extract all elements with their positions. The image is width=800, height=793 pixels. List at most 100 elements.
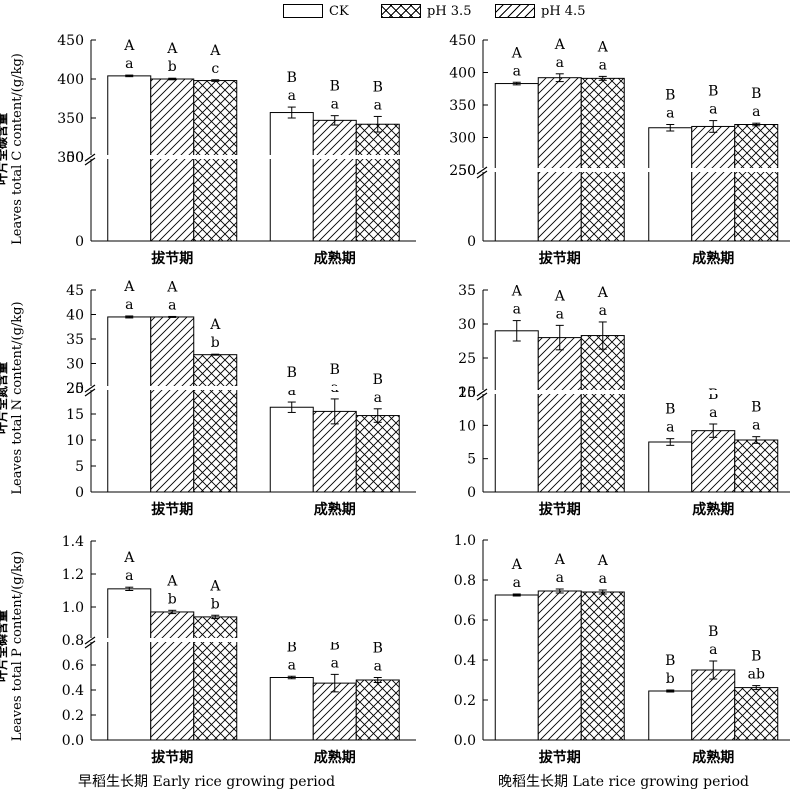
axis-break-mark — [84, 384, 96, 393]
y-tick-label: 35 — [458, 283, 476, 299]
uppercase-letter-label: A — [554, 37, 566, 53]
lowercase-letter-label: a — [331, 97, 339, 113]
uppercase-letter-label: B — [373, 79, 383, 95]
uppercase-letter-label: A — [597, 553, 609, 569]
lowercase-letter-label: a — [556, 306, 564, 322]
uppercase-letter-label: B — [708, 624, 718, 640]
y-tick-label: 15 — [458, 385, 476, 401]
lowercase-letter-label: a — [513, 302, 521, 318]
bar — [107, 588, 152, 741]
lowercase-letter-label: a — [513, 575, 521, 591]
y-axis-label-n: 叶片全氮含量 Leaves total N content/(g/kg) — [0, 283, 30, 513]
uppercase-letter-label: A — [511, 284, 523, 300]
y-axis-label-zh: 叶片全碳含量 — [0, 113, 9, 186]
bar — [269, 677, 314, 741]
y-tick-label: 35 — [66, 332, 84, 348]
x-category-label: 拔节期 — [539, 250, 581, 267]
uppercase-letter-label: B — [330, 362, 340, 378]
uppercase-letter-label: A — [166, 573, 178, 589]
axis-break-mark — [476, 392, 488, 401]
y-axis-label-en: Leaves total N content/(g/kg) — [10, 301, 25, 495]
y-tick-label: 20 — [458, 385, 476, 401]
uppercase-letter-label: B — [708, 387, 718, 403]
y-axis-label-p: 叶片全磷含量 Leaves total P content/(g/kg) — [0, 531, 30, 761]
uppercase-letter-label: A — [209, 578, 221, 594]
bar — [355, 415, 400, 493]
bar — [648, 127, 693, 242]
y-tick-label: 10 — [66, 433, 84, 449]
y-axis-label-zh: 叶片全氮含量 — [0, 362, 9, 435]
lowercase-letter-label: a — [374, 97, 382, 113]
bar — [691, 669, 736, 741]
lowercase-letter-label: a — [288, 88, 296, 104]
x-category-label: 成熟期 — [314, 501, 356, 518]
uppercase-letter-label: A — [209, 43, 221, 59]
uppercase-letter-label: A — [123, 279, 135, 295]
bar — [150, 611, 195, 741]
bar — [107, 316, 152, 493]
axis-break-gap — [477, 168, 790, 172]
bar — [269, 406, 314, 493]
bar — [193, 80, 238, 242]
uppercase-letter-label: A — [597, 39, 609, 55]
bar — [537, 590, 582, 741]
lowercase-letter-label: a — [513, 63, 521, 79]
lowercase-letter-label: a — [666, 106, 674, 122]
y-tick-label: 45 — [66, 283, 84, 299]
lowercase-letter-label: a — [666, 420, 674, 436]
axis-break-mark — [84, 153, 96, 162]
x-category-label: 成熟期 — [314, 250, 356, 267]
y-axis-label-zh: 叶片全磷含量 — [0, 610, 9, 683]
bar — [734, 124, 779, 242]
bar — [537, 77, 582, 242]
y-tick-label: 0 — [467, 234, 476, 250]
bar — [691, 430, 736, 493]
y-tick-label: 25 — [66, 381, 84, 397]
y-tick-label: 450 — [57, 33, 84, 49]
late-panel-name: 晚稻生长期 Late rice growing period — [498, 774, 749, 790]
lowercase-letter-label: b — [168, 591, 177, 607]
legend-swatch-ph35 — [381, 4, 421, 18]
axis-break-mark — [84, 388, 96, 397]
bar — [537, 337, 582, 493]
y-tick-label: 0.4 — [62, 683, 84, 699]
y-tick-label: 1.0 — [62, 600, 84, 616]
lowercase-letter-label: a — [168, 297, 176, 313]
axis-break-gap — [85, 638, 416, 642]
lowercase-letter-label: a — [125, 56, 133, 72]
y-tick-label: 400 — [57, 72, 84, 88]
lowercase-letter-label: a — [556, 55, 564, 71]
axis-break-gap — [477, 390, 790, 394]
x-category-label: 成熟期 — [692, 749, 734, 766]
x-category-label: 拔节期 — [539, 501, 581, 518]
uppercase-letter-label: B — [330, 79, 340, 95]
y-tick-label: 5 — [467, 452, 476, 468]
uppercase-letter-label: B — [665, 402, 675, 418]
bar — [691, 125, 736, 242]
bar — [580, 335, 625, 493]
uppercase-letter-label: A — [123, 38, 135, 54]
uppercase-letter-label: B — [751, 649, 761, 665]
y-tick-label: 450 — [449, 33, 476, 49]
lowercase-letter-label: a — [331, 655, 339, 671]
legend: CK pH 3.5 pH 4.5 — [0, 0, 800, 22]
panel-early-N: 051015202530354045aAaAbA拔节期aBaBaB成熟期 — [66, 279, 416, 518]
lowercase-letter-label: c — [211, 61, 219, 77]
y-tick-label: 400 — [449, 66, 476, 82]
legend-item-ph45: pH 4.5 — [495, 2, 585, 20]
uppercase-letter-label: A — [166, 41, 178, 57]
bar — [734, 687, 779, 741]
lowercase-letter-label: ab — [748, 667, 765, 683]
legend-swatch-ck — [283, 4, 323, 18]
y-tick-label: 0.8 — [62, 633, 84, 649]
bar — [355, 123, 400, 242]
axis-break-mark — [476, 388, 488, 397]
uppercase-letter-label: B — [373, 372, 383, 388]
y-tick-label: 0.6 — [454, 613, 476, 629]
uppercase-letter-label: B — [287, 70, 297, 86]
lowercase-letter-label: a — [709, 642, 717, 658]
